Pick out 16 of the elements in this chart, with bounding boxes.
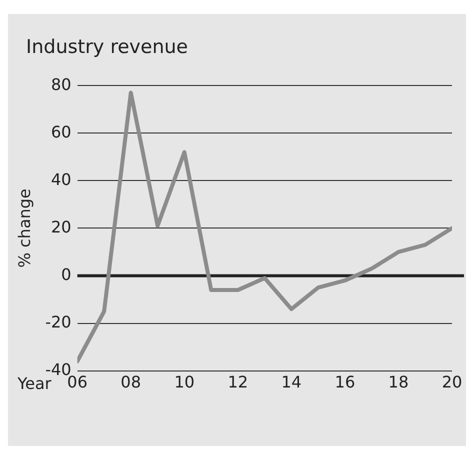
y-tick-label: 60 [50,122,72,142]
y-tick-label: -20 [45,312,72,332]
x-tick-label: 16 [334,372,356,392]
x-tick-label: 20 [442,372,462,392]
y-tick-label: 80 [50,74,72,94]
y-tick-label: 20 [50,217,72,236]
x-tick-label: 14 [281,372,302,392]
y-tick-label: 40 [50,170,72,189]
x-axis-title: Year [16,374,52,393]
y-tick-label: 0 [61,264,72,284]
chart-title: Industry revenue [26,36,188,58]
x-tick-label: 10 [174,372,195,392]
x-tick-label: 12 [228,372,248,392]
x-tick-label: 08 [120,372,142,392]
x-tick-label: 18 [388,372,409,392]
y-axis-title: % change [14,188,34,268]
